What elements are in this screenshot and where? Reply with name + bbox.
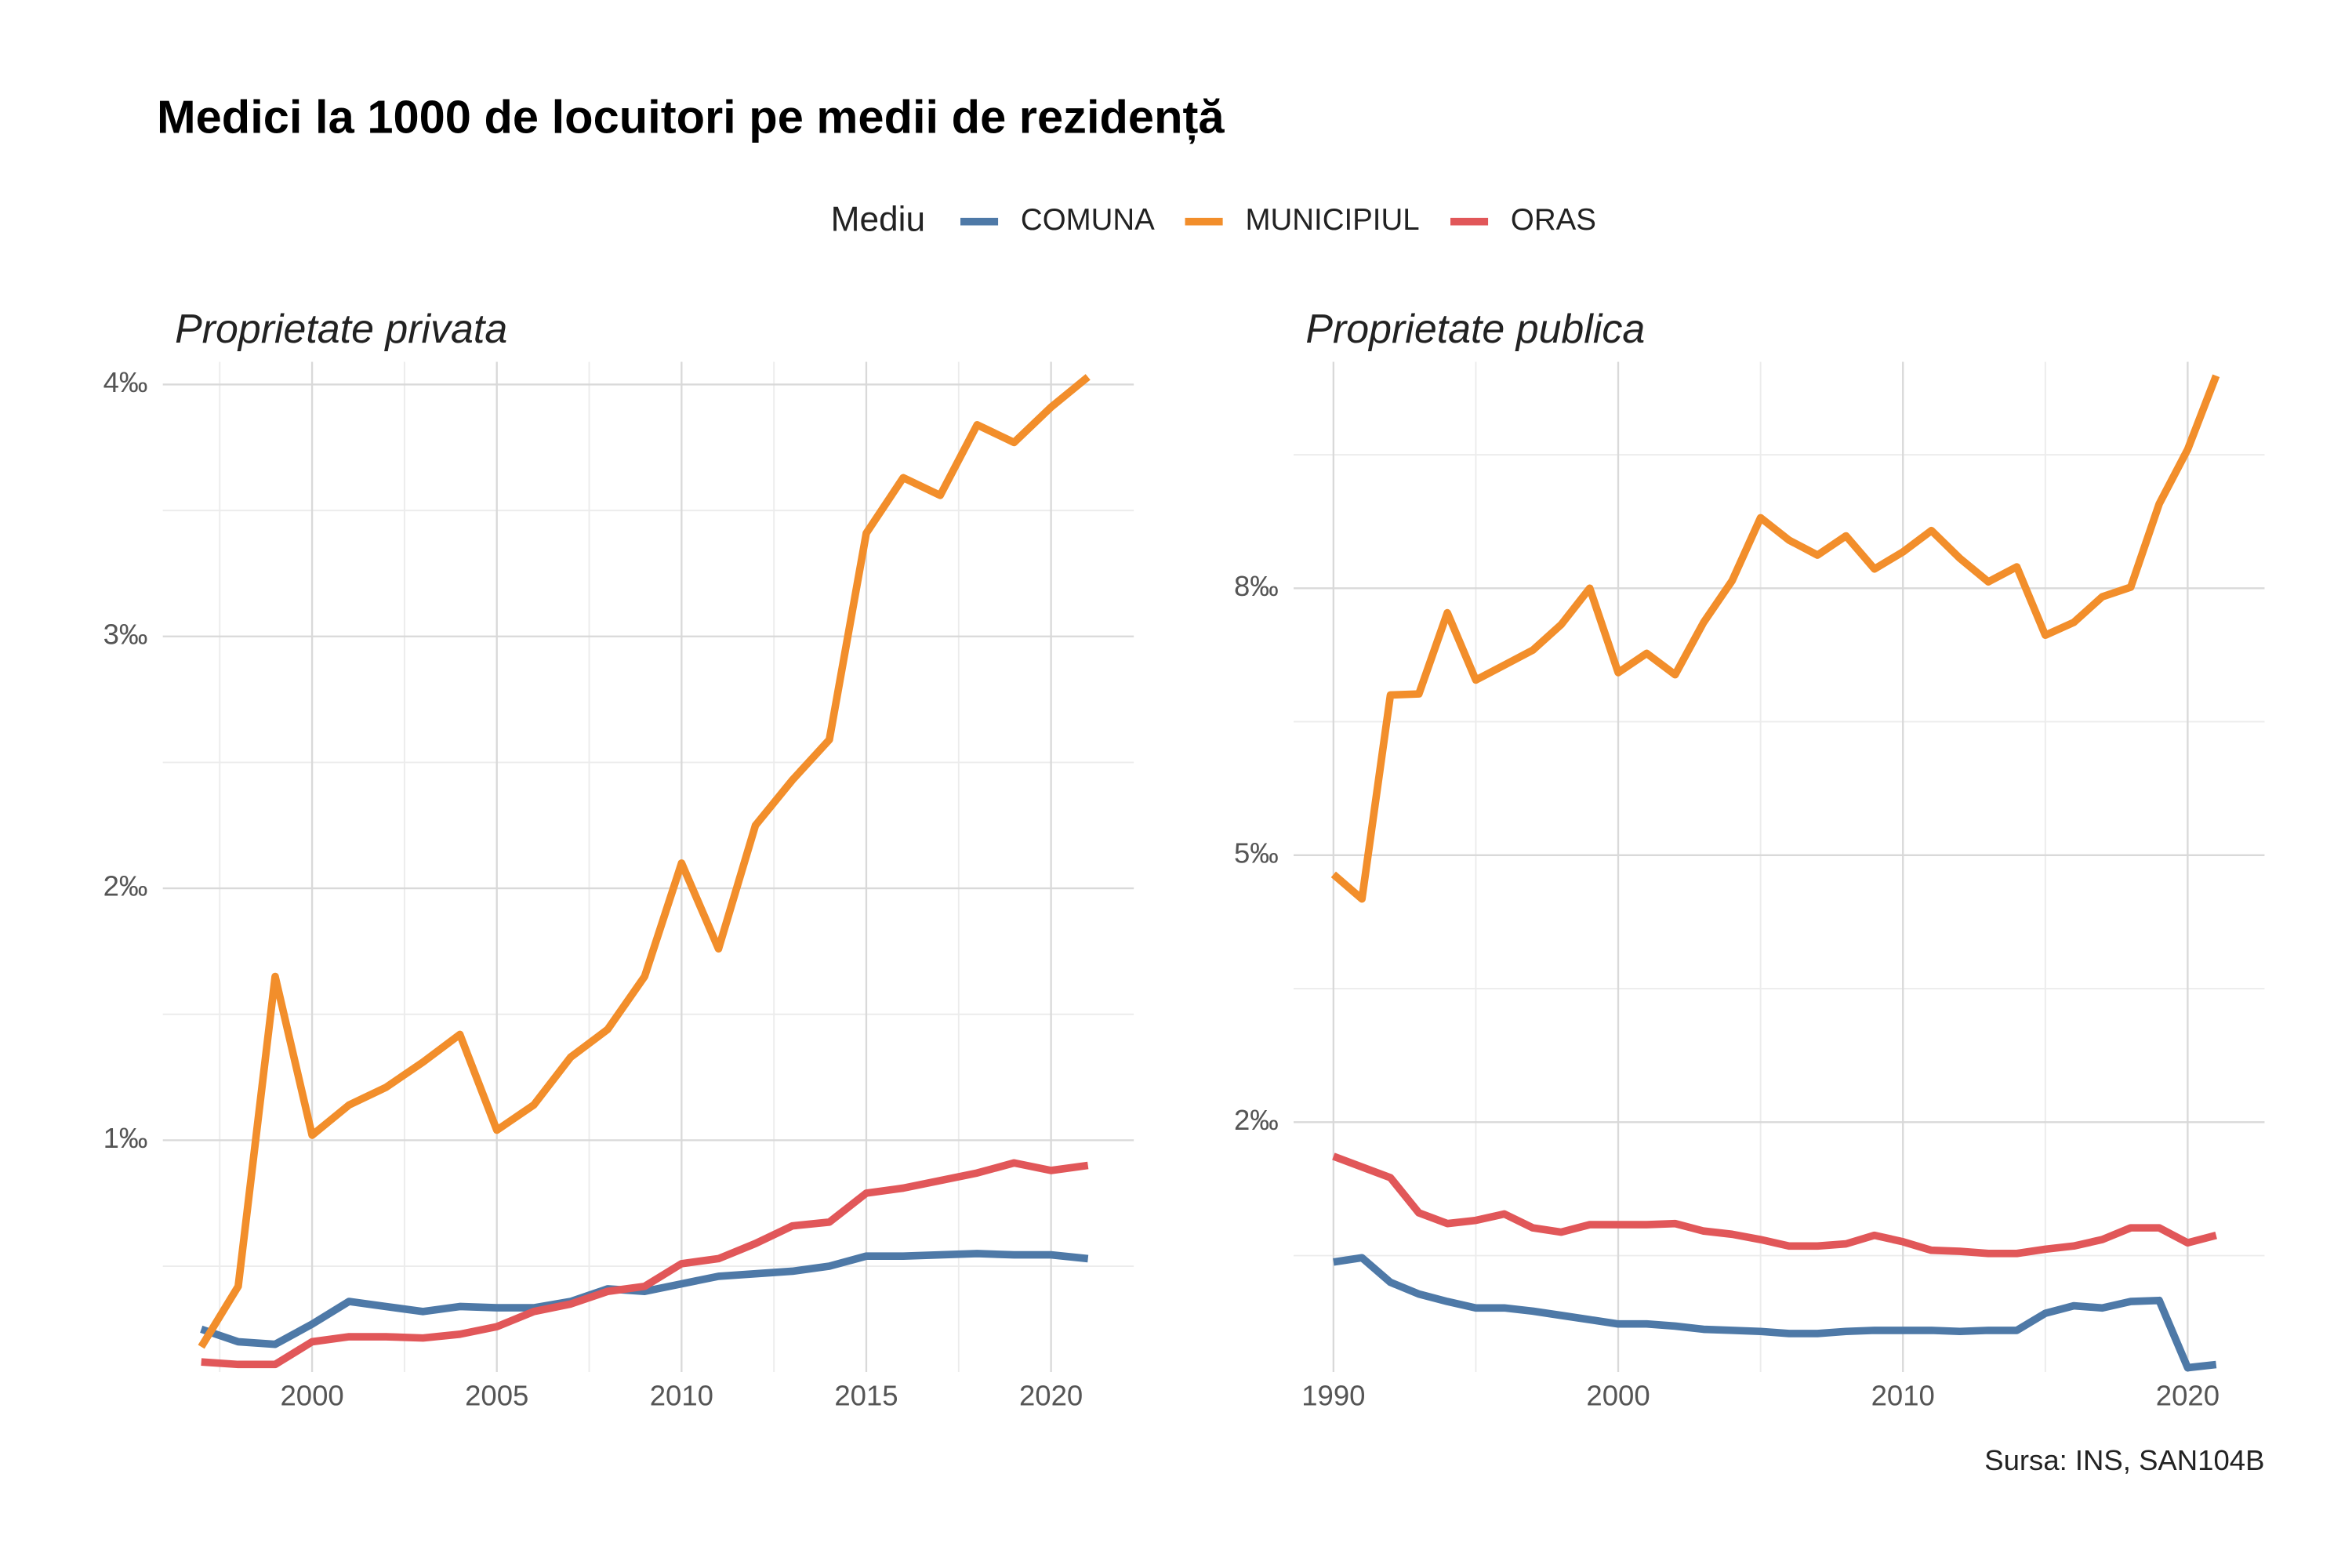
x-tick-label: 2005 [465, 1379, 528, 1411]
caption: Sursa: INS, SAN104B [1984, 1444, 2264, 1476]
legend-label: MUNICIPIUL [1245, 203, 1419, 237]
data-line [1330, 374, 2220, 903]
chart-title: Medici la 1000 de locuitori pe medii de … [157, 91, 1225, 144]
x-tick-label: 2010 [650, 1379, 713, 1411]
y-tick-label: 8‰ [1234, 570, 1279, 602]
y-tick-label: 4‰ [103, 366, 148, 398]
panel-title: Proprietate privata [175, 307, 507, 352]
x-tick-label: 2000 [280, 1379, 343, 1411]
y-tick-label: 3‰ [103, 618, 148, 650]
x-tick-label: 2020 [2156, 1379, 2220, 1411]
data-line [201, 1159, 1089, 1369]
x-tick-label: 2015 [834, 1379, 898, 1411]
data-line [198, 374, 1091, 1349]
y-tick-label: 2‰ [103, 870, 148, 902]
legend-title: Mediu [831, 200, 925, 238]
data-line [1333, 1254, 2217, 1372]
data-line [200, 1250, 1089, 1348]
panel-title: Proprietate publica [1305, 307, 1645, 352]
data-line [1332, 1152, 2217, 1258]
legend-label: ORAS [1511, 203, 1596, 237]
x-tick-label: 2000 [1586, 1379, 1650, 1411]
y-tick-label: 1‰ [103, 1122, 148, 1154]
legend-label: COMUNA [1021, 203, 1155, 237]
y-tick-label: 2‰ [1234, 1104, 1279, 1136]
x-tick-label: 2020 [1019, 1379, 1083, 1411]
x-tick-label: 2010 [1871, 1379, 1935, 1411]
x-tick-label: 1990 [1301, 1379, 1365, 1411]
y-tick-label: 5‰ [1234, 837, 1279, 869]
